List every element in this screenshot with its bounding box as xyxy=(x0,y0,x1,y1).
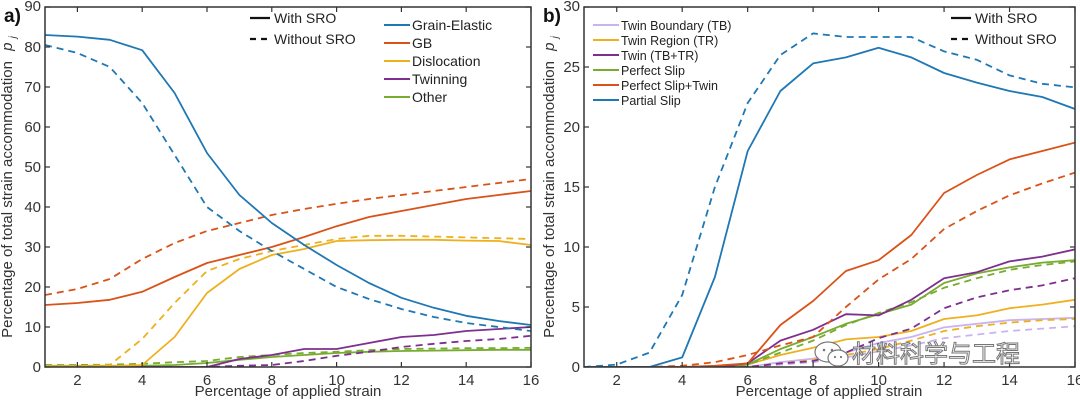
panel-b-y-axis-subscript: j xyxy=(550,35,561,40)
panel-a-series xyxy=(45,34,531,367)
panel-b-y-axis-symbol: p xyxy=(541,43,558,52)
panel-a-y-tick-label: 80 xyxy=(24,39,41,56)
panel-a-series-twinning-with-sro xyxy=(45,326,531,367)
panel-a-y-tick-label: 20 xyxy=(24,279,41,296)
panel-a-x-tick-label: 12 xyxy=(393,372,410,389)
panel-b-series-partial-slip-without-sro xyxy=(584,32,1075,367)
panel-a-x-axis-label: Percentage of applied strain xyxy=(195,383,382,400)
panel-b-ticks: 2 4 6 8 10 12 14 16 0 5 10 15 20 25 30 xyxy=(563,0,1080,389)
panel-b-x-axis-label: Percentage of applied strain xyxy=(736,383,923,400)
panel-b-y-tick-label: 10 xyxy=(563,239,580,256)
panel-b-series-perfect-slip-with-sro xyxy=(584,259,1075,367)
panel-b-x-tick-label: 10 xyxy=(870,372,887,389)
legend-entry-label: Twin Region (TR) xyxy=(621,34,718,48)
panel-a-y-axis-subscript: j xyxy=(8,35,19,40)
legend-entry-label: Dislocation xyxy=(412,53,480,69)
legend-entry-label: Twinning xyxy=(412,71,467,87)
panel-b-style-legend: With SRO Without SRO xyxy=(951,10,1057,47)
legend-entry-label: Without SRO xyxy=(274,31,356,47)
panel-b-y-tick-label: 20 xyxy=(563,119,580,136)
panel-b-x-tick-label: 6 xyxy=(743,372,751,389)
panel-b-y-tick-label: 15 xyxy=(563,179,580,196)
legend-entry-label: Other xyxy=(412,89,447,105)
legend-entry-label: Grain-Elastic xyxy=(412,17,492,33)
watermark: 材料科学与工程 xyxy=(814,340,1021,369)
legend-entry-label: With SRO xyxy=(274,10,336,26)
legend-entry-label: Without SRO xyxy=(975,31,1057,47)
panel-b-y-axis-label: Percentage of total strain accommodation… xyxy=(541,35,561,338)
panel-a-y-axis-label: Percentage of total strain accommodation… xyxy=(0,35,19,338)
panel-a-x-tick-label: 16 xyxy=(523,372,540,389)
panel-a-y-tick-label: 70 xyxy=(24,79,41,96)
legend-entry-label: Twin Boundary (TB) xyxy=(621,19,731,33)
panel-a-series-gb-with-sro xyxy=(45,190,531,306)
panel-b-x-tick-label: 12 xyxy=(936,372,953,389)
panel-a-x-tick-label: 8 xyxy=(268,372,276,389)
panel-b-x-tick-label: 4 xyxy=(678,372,686,389)
panel-a-x-tick-label: 2 xyxy=(73,372,81,389)
panel-a-label: a) xyxy=(4,6,21,27)
panel-a-color-legend: Grain-Elastic GB Dislocation Twinning Other xyxy=(384,17,492,105)
panel-b-series-partial-slip-with-sro xyxy=(584,46,1075,367)
panel-a-x-tick-label: 14 xyxy=(458,372,475,389)
panel-a-y-tick-label: 40 xyxy=(24,199,41,216)
panel-a-series-grain-elastic-with-sro xyxy=(45,34,531,326)
panel-a-y-tick-label: 90 xyxy=(24,0,41,15)
panel-a-series-twinning-without-sro xyxy=(45,334,531,367)
panel-a-y-tick-label: 60 xyxy=(24,119,41,136)
panel-b-series-perfect-slip-twin-without-sro xyxy=(584,171,1075,367)
legend-entry-label: With SRO xyxy=(975,10,1037,26)
panel-a-ticks: 2 4 6 8 10 12 14 16 0 10 20 30 40 50 60 70 80 90 xyxy=(24,0,539,389)
panel-a-series-other-without-sro xyxy=(45,346,531,366)
watermark-text: 材料科学与工程 xyxy=(852,340,1020,368)
panel-a-plot-frame xyxy=(44,6,532,368)
panel-a-y-axis-label-text: Percentage of total strain accommodation xyxy=(0,61,16,338)
panel-b-y-axis-label-text: Percentage of total strain accommodation xyxy=(541,61,558,338)
legend-entry-label: GB xyxy=(412,35,432,51)
panel-a-y-axis-symbol: p xyxy=(0,43,16,52)
panel-a-y-tick-label: 50 xyxy=(24,159,41,176)
panel-a-y-tick-label: 0 xyxy=(33,359,41,376)
panel-b-x-tick-label: 16 xyxy=(1067,372,1080,389)
panel-b-series-perfect-slip-without-sro xyxy=(584,260,1075,367)
legend-entry-label: Perfect Slip xyxy=(621,64,685,78)
panel-a-x-tick-label: 4 xyxy=(138,372,146,389)
legend-entry-label: Perfect Slip+Twin xyxy=(621,79,718,93)
panel-b-y-tick-label: 5 xyxy=(572,299,580,316)
panel-b-y-tick-label: 25 xyxy=(563,59,580,76)
panel-a-x-tick-label: 10 xyxy=(328,372,345,389)
panel-a-y-tick-label: 30 xyxy=(24,239,41,256)
panel-a-chart: 2 4 6 8 10 12 14 16 0 10 20 30 40 50 60 70 80 90 a) Perce… xyxy=(0,0,539,400)
panel-b-x-tick-label: 8 xyxy=(809,372,817,389)
panel-b-chart: 2 4 6 8 10 12 14 16 0 5 10 15 20 25 30 b) Percentage o… xyxy=(541,0,1080,400)
panel-a-series-dislocation-with-sro xyxy=(45,238,531,367)
panel-b-y-tick-label: 30 xyxy=(563,0,580,15)
panel-a-series-grain-elastic-without-sro xyxy=(45,44,531,332)
panel-a-series-gb-without-sro xyxy=(45,178,531,296)
panel-b-x-tick-label: 2 xyxy=(613,372,621,389)
panel-a-series-dislocation-without-sro xyxy=(45,234,531,367)
wechat-icon xyxy=(814,341,849,367)
panel-b-series-perfect-slip-twin-with-sro xyxy=(584,141,1075,367)
panel-a-x-tick-label: 6 xyxy=(203,372,211,389)
panel-b-label: b) xyxy=(543,6,561,27)
legend-entry-label: Twin (TB+TR) xyxy=(621,49,698,63)
panel-b-y-tick-label: 0 xyxy=(572,359,580,376)
legend-entry-label: Partial Slip xyxy=(621,94,681,108)
panel-a-y-tick-label: 10 xyxy=(24,319,41,336)
panel-a-style-legend: With SRO Without SRO xyxy=(250,10,356,47)
panel-b-x-tick-label: 14 xyxy=(1001,372,1018,389)
panel-b-color-legend: Twin Boundary (TB)Twin Region (TR)Twin (… xyxy=(593,19,731,108)
